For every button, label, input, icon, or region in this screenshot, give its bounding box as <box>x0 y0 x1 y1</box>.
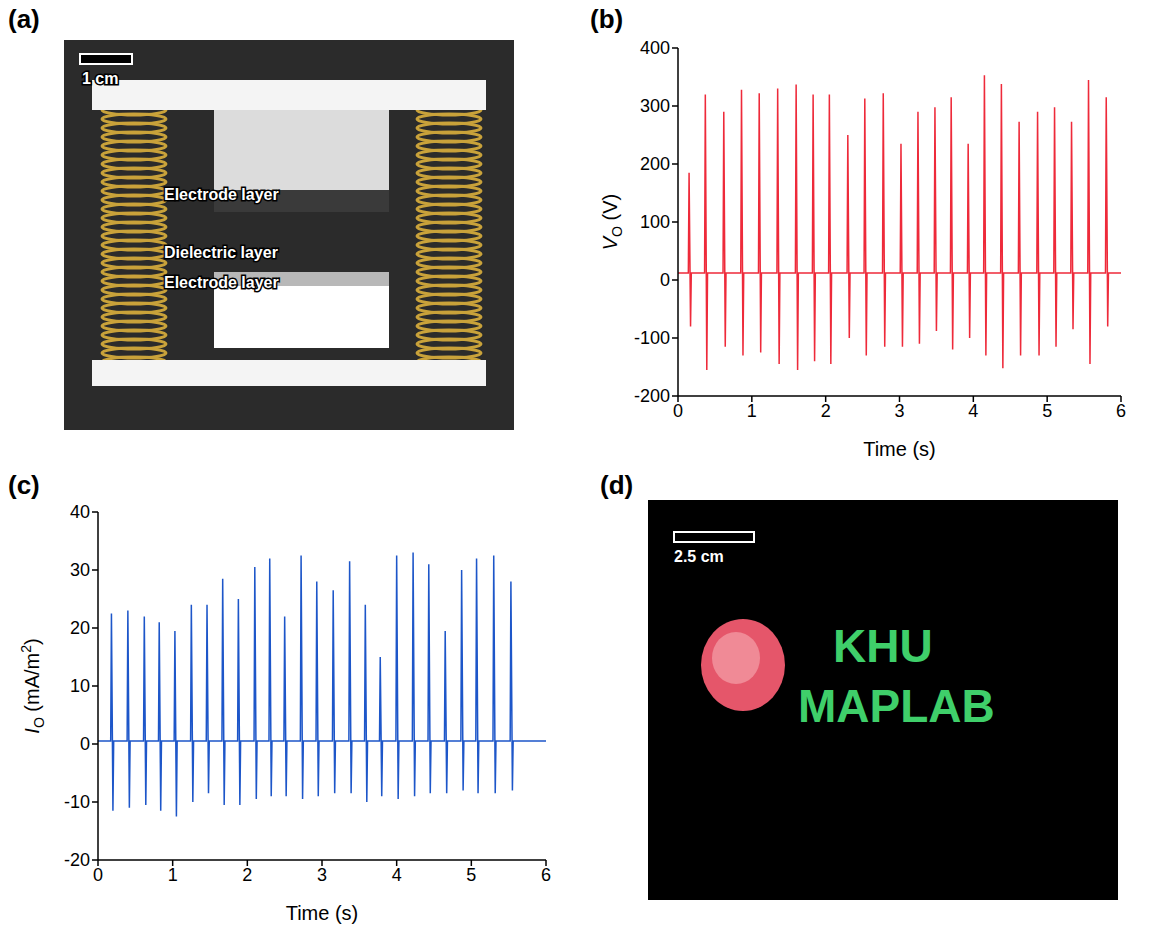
html-text:I: I <box>20 728 43 734</box>
html-text:2: 2 <box>17 645 34 653</box>
svg-text:1 cm: 1 cm <box>82 70 118 87</box>
svg-text:-200: -200 <box>634 386 670 406</box>
svg-text:2.5 cm: 2.5 cm <box>674 548 724 565</box>
svg-text:300: 300 <box>640 96 670 116</box>
svg-text:2: 2 <box>821 401 831 421</box>
svg-text:4: 4 <box>968 401 978 421</box>
html-text:(b): (b) <box>590 4 624 34</box>
svg-text:5: 5 <box>1042 401 1052 421</box>
html-text:(V): (V) <box>599 193 621 226</box>
svg-text:100: 100 <box>640 212 670 232</box>
svg-text:3: 3 <box>317 865 327 885</box>
svg-text:2: 2 <box>242 865 252 885</box>
svg-text:-10: -10 <box>64 792 90 812</box>
svg-text:Electrode layer: Electrode layer <box>164 274 279 291</box>
svg-text:40: 40 <box>70 502 90 522</box>
svg-text:Time (s): Time (s) <box>863 438 936 460</box>
svg-text:Time (s): Time (s) <box>286 902 359 924</box>
svg-text:20: 20 <box>70 618 90 638</box>
svg-text:1: 1 <box>168 865 178 885</box>
svg-text:30: 30 <box>70 560 90 580</box>
html-text:(mA/m: (mA/m <box>20 652 43 718</box>
svg-text:10: 10 <box>70 676 90 696</box>
svg-text:Dielectric layer: Dielectric layer <box>164 244 278 261</box>
svg-text:3: 3 <box>894 401 904 421</box>
html-text:O: O <box>30 717 47 729</box>
html-text:(d): (d) <box>600 470 634 500</box>
html-text:O: O <box>609 226 625 237</box>
svg-text:-100: -100 <box>634 328 670 348</box>
svg-text:0: 0 <box>673 401 683 421</box>
html-text:(a): (a) <box>8 4 40 34</box>
svg-text:200: 200 <box>640 154 670 174</box>
html-text:V: V <box>599 236 621 251</box>
svg-text:5: 5 <box>466 865 476 885</box>
svg-text:Electrode layer: Electrode layer <box>164 186 279 203</box>
svg-text:-20: -20 <box>64 850 90 870</box>
svg-text:0: 0 <box>80 734 90 754</box>
svg-text:400: 400 <box>640 38 670 58</box>
svg-text:6: 6 <box>1116 401 1126 421</box>
svg-text:4: 4 <box>392 865 402 885</box>
svg-text:MAPLAB: MAPLAB <box>798 680 995 732</box>
svg-text:0: 0 <box>93 865 103 885</box>
svg-text:0: 0 <box>660 270 670 290</box>
svg-text:1: 1 <box>747 401 757 421</box>
svg-text:6: 6 <box>541 865 551 885</box>
html-text:(c): (c) <box>8 470 40 500</box>
svg-text:KHU: KHU <box>833 620 933 672</box>
